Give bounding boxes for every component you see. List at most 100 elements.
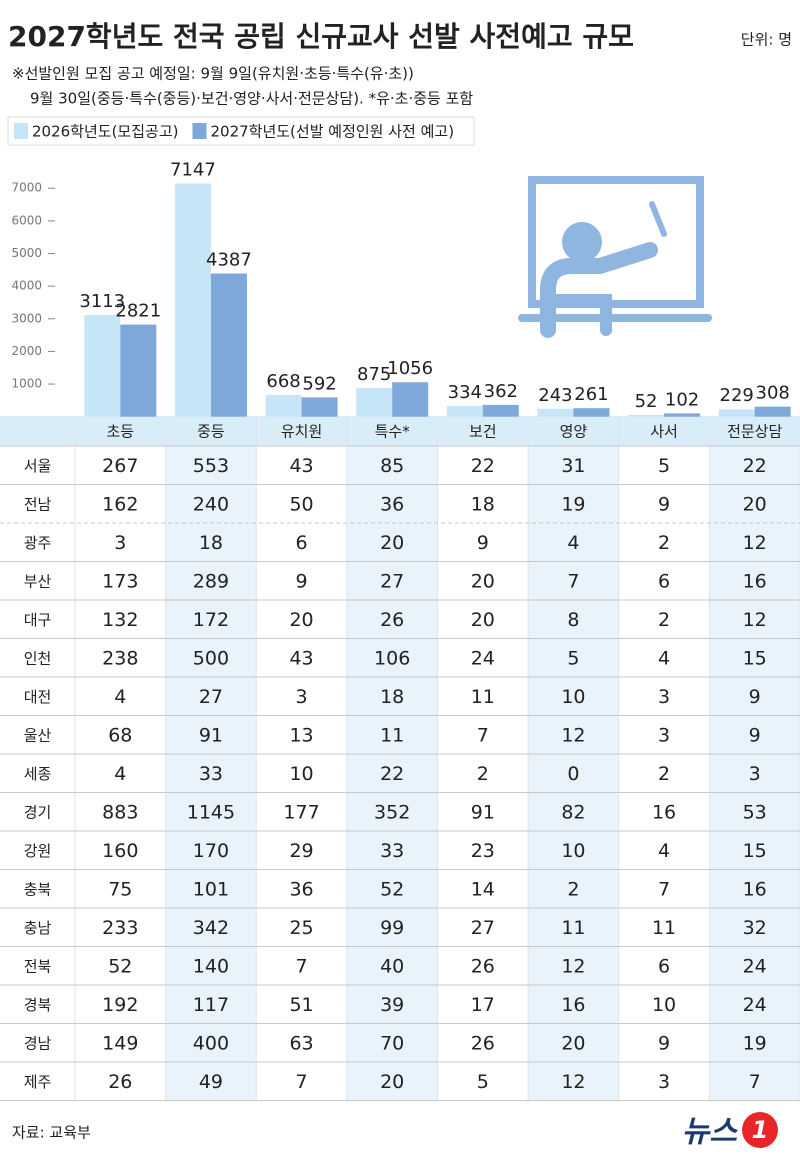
legend-box (7, 116, 475, 146)
legend-label: 2027학년도(선발 예정인원 사전 예고) (210, 123, 454, 141)
number-cell: 12 (561, 955, 585, 977)
number-cell: 10 (289, 763, 313, 785)
value-label: 875 (357, 364, 391, 385)
number-cell: 7 (658, 878, 670, 900)
bar (664, 413, 701, 417)
column-shade (709, 446, 800, 1101)
number-cell: 6 (658, 955, 670, 977)
region-cell: 강원 (24, 842, 52, 860)
region-cell: 대구 (24, 611, 52, 629)
number-cell: 22 (743, 455, 767, 477)
number-cell: 289 (193, 570, 229, 592)
number-cell: 3 (296, 686, 308, 708)
number-cell: 106 (374, 647, 410, 669)
value-label: 2821 (115, 301, 161, 322)
number-cell: 149 (102, 1032, 138, 1054)
number-cell: 13 (289, 724, 313, 746)
bar (120, 324, 157, 417)
column-header: 사서 (650, 423, 678, 441)
number-cell: 68 (108, 724, 132, 746)
number-cell: 10 (561, 840, 585, 862)
number-cell: 8 (567, 609, 579, 631)
number-cell: 36 (380, 493, 404, 515)
value-label: 592 (302, 373, 336, 394)
legend-swatch (192, 123, 207, 139)
y-tick-label: 3000 (11, 311, 42, 325)
number-cell: 233 (102, 917, 138, 939)
value-label: 3113 (79, 291, 125, 312)
number-cell: 40 (380, 955, 404, 977)
region-cell: 부산 (24, 572, 52, 590)
region-cell: 충남 (24, 919, 52, 937)
y-tick-label: 1000 (11, 377, 42, 391)
column-shade (165, 446, 257, 1101)
number-cell: 7 (477, 724, 489, 746)
region-cell: 울산 (24, 726, 52, 744)
number-cell: 2 (658, 609, 670, 631)
number-cell: 70 (380, 1032, 404, 1054)
bar (265, 394, 302, 417)
number-cell: 43 (289, 455, 313, 477)
number-cell: 3 (658, 1071, 670, 1093)
logo-text: 뉴스 (682, 1115, 739, 1150)
number-cell: 15 (743, 647, 767, 669)
number-cell: 172 (193, 609, 229, 631)
legend-label: 2026학년도(모집공고) (32, 123, 178, 141)
value-label: 308 (756, 383, 790, 404)
number-cell: 6 (296, 532, 308, 554)
number-cell: 20 (471, 570, 495, 592)
number-cell: 12 (561, 1071, 585, 1093)
number-cell: 33 (199, 763, 223, 785)
number-cell: 32 (743, 917, 767, 939)
number-cell: 39 (380, 994, 404, 1016)
number-cell: 26 (471, 1032, 495, 1054)
number-cell: 4 (114, 686, 126, 708)
number-cell: 10 (561, 686, 585, 708)
number-cell: 192 (102, 994, 138, 1016)
column-shade (346, 446, 438, 1101)
bar (174, 183, 211, 417)
number-cell: 4 (114, 763, 126, 785)
number-cell: 18 (380, 686, 404, 708)
number-cell: 11 (561, 917, 585, 939)
number-cell: 2 (658, 763, 670, 785)
number-cell: 140 (193, 955, 229, 977)
value-label: 362 (484, 381, 518, 402)
y-tick-label: 5000 (11, 246, 42, 260)
number-cell: 9 (477, 532, 489, 554)
number-cell: 12 (743, 532, 767, 554)
number-cell: 24 (471, 647, 495, 669)
column-header: 초등 (107, 423, 135, 441)
value-label: 7147 (170, 159, 216, 180)
number-cell: 3 (114, 532, 126, 554)
number-cell: 49 (199, 1071, 223, 1093)
number-cell: 101 (193, 878, 229, 900)
number-cell: 117 (193, 994, 229, 1016)
number-cell: 26 (380, 609, 404, 631)
unit: 단위: 명 (741, 31, 792, 49)
region-cell: 전북 (24, 957, 52, 975)
number-cell: 53 (743, 801, 767, 823)
number-cell: 20 (471, 609, 495, 631)
region-cell: 광주 (24, 534, 52, 552)
number-cell: 15 (743, 840, 767, 862)
number-cell: 99 (380, 917, 404, 939)
number-cell: 12 (561, 724, 585, 746)
bar (754, 406, 791, 417)
bar (356, 388, 393, 417)
y-tick-label: 6000 (11, 213, 42, 227)
note: 9월 30일(중등·특수(중등)·보건·영양·사서·전문상담). *유·초·중등… (30, 90, 473, 108)
number-cell: 24 (743, 994, 767, 1016)
number-cell: 27 (199, 686, 223, 708)
number-cell: 240 (193, 493, 229, 515)
bar (628, 415, 665, 417)
number-cell: 3 (658, 686, 670, 708)
value-label: 261 (574, 384, 608, 405)
number-cell: 16 (743, 878, 767, 900)
number-cell: 352 (374, 801, 410, 823)
number-cell: 20 (289, 609, 313, 631)
number-cell: 91 (199, 724, 223, 746)
number-cell: 26 (471, 955, 495, 977)
